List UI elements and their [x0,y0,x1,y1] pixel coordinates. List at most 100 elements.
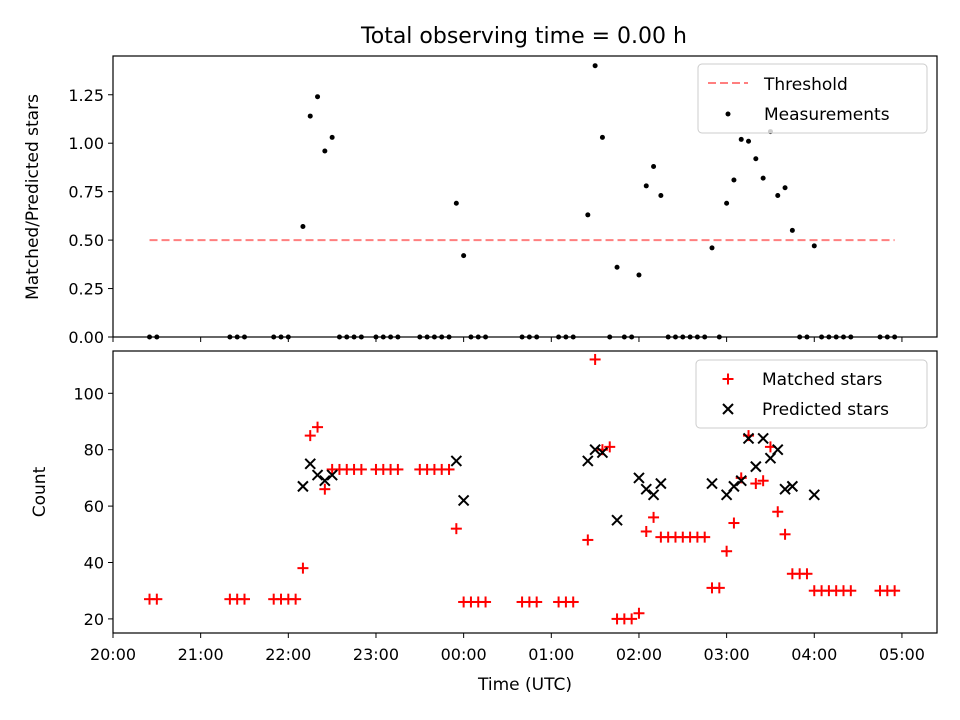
matched-star-point [290,593,302,605]
measurement-point [811,243,817,249]
x-tick-label: 01:00 [528,645,574,664]
count-x-ticks: 20:00 21:00 22:00 23:00 00:00 01:00 02:00 03:00… [90,633,925,664]
count-panel: 20 40 60 80 100 20:00 21:00 22:00 23:00 00:00 01:… [30,350,938,695]
measurement-point [724,200,730,206]
measurement-point [300,224,306,230]
matched-star-point [297,562,309,574]
measurement-point [461,253,467,259]
matched-star-point [728,517,740,529]
y-tick-label: 1.25 [68,86,104,105]
predicted-star-point [786,480,799,493]
measurement-point [789,227,795,233]
count-plot-area [144,353,901,625]
count-y-axis-label: Count [30,466,50,517]
predicted-star-point [647,489,660,501]
measurement-point [753,156,759,162]
y-tick-label: 80 [84,441,104,460]
matched-star-point [750,478,762,490]
matched-star-point [582,534,594,546]
matched-star-point [757,475,769,487]
x-tick-label: 23:00 [353,645,399,664]
predicted-star-point [655,477,667,490]
y-tick-label: 0.75 [68,183,104,202]
matched-star-point [355,463,367,475]
measurement-point [709,245,715,251]
ratio-y-ticks: 0.00 0.25 0.50 0.75 1.00 1.25 [68,86,113,347]
ratio-y-axis-label: Matched/Predicted stars [23,94,43,300]
count-axes-frame [112,350,938,634]
x-tick-label: 03:00 [704,645,750,664]
y-tick-label: 100 [73,384,104,403]
matched-star-point [721,545,733,557]
predicted-star-point [311,469,324,481]
y-tick-label: 40 [84,554,104,573]
ratio-plot-area [147,63,898,340]
count-legend-box [695,359,928,429]
predicted-star-point [596,446,609,459]
matched-star-point [312,421,324,433]
predicted-star-point [742,432,755,445]
matched-star-point [626,613,638,625]
predicted-star-point [297,480,309,493]
legend-x-marker [722,403,734,415]
measurement-point [731,177,737,183]
measurement-point [738,136,744,142]
x-tick-label: 00:00 [441,645,487,664]
matched-star-point [531,596,543,608]
ratio-legend: Threshold Measurements [697,63,928,134]
legend-matched-label: Matched stars [762,370,882,390]
matched-star-point [238,593,250,605]
legend-threshold-label: Threshold [763,75,848,95]
predicted-star-point [457,494,470,507]
x-tick-label: 20:00 [90,645,136,664]
legend-matched-swatch [722,373,734,385]
matched-star-point [480,596,492,608]
predicted-star-point [735,475,747,487]
matched-star-point [889,585,901,597]
measurement-point [322,148,328,154]
measurement-point [782,185,788,191]
matched-star-point [392,463,404,475]
matched-star-point [713,582,725,594]
legend-predicted-swatch [722,403,734,415]
matched-star-point [604,441,616,453]
matched-star-point [648,511,660,523]
ratio-legend-box [697,63,928,134]
x-axis-label: Time (UTC) [477,675,572,695]
matched-star-point [450,523,462,535]
measurement-point [315,94,321,100]
matched-star-point [801,568,813,580]
predicted-star-point [319,475,331,487]
matched-star-point [845,585,857,597]
ratio-panel: Total observing time = 0.00 h 0.000.250.… [23,24,938,347]
predicted-star-point [633,472,645,484]
y-tick-label: 20 [84,610,104,629]
matched-star-point [319,483,331,495]
predicted-star-point [582,455,594,467]
measurement-point [585,212,591,218]
measurement-point [746,138,752,144]
measurement-point [614,264,620,270]
predicted-star-point [326,469,338,481]
count-y-ticks: 20 40 60 80 100 [73,384,113,629]
y-tick-label: 1.00 [68,134,104,153]
measurement-point [651,163,657,169]
x-tick-label: 04:00 [791,645,837,664]
x-tick-label: 22:00 [265,645,311,664]
measurement-point [760,175,766,181]
legend-measurements-swatch [725,111,731,117]
predicted-star-point [750,460,762,473]
predicted-star-point [304,458,316,470]
predicted-star-point [757,432,769,445]
predicted-star-point [611,514,623,526]
y-tick-label: 0.50 [68,231,104,250]
matched-star-point [779,528,791,540]
x-tick-label: 02:00 [616,645,662,664]
predicted-star-point [450,455,463,467]
y-tick-label: 0.00 [68,328,104,347]
measurement-point [599,134,605,140]
measurement-point [643,183,649,189]
predicted-star-point [779,483,791,495]
matched-star-point [567,596,579,608]
